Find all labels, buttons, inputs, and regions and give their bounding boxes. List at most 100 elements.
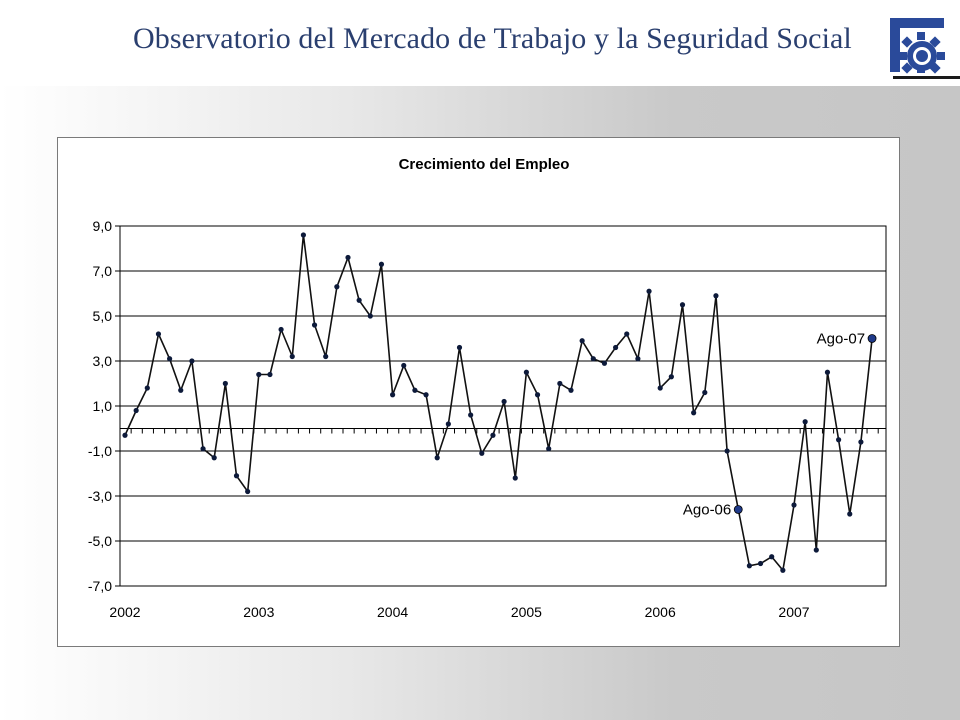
data-point — [211, 455, 217, 461]
data-point — [401, 362, 407, 369]
x-tick-label: 2003 — [243, 604, 274, 620]
gear-logo-icon — [890, 18, 945, 74]
axes — [115, 225, 887, 587]
data-point — [557, 380, 563, 387]
data-point — [668, 374, 674, 380]
data-point — [311, 322, 318, 328]
data-point — [323, 353, 329, 360]
data-point — [189, 358, 195, 364]
chart-title: Crecimiento del Empleo — [399, 156, 570, 173]
page-title: Observatorio del Mercado de Trabajo y la… — [133, 22, 852, 55]
data-point — [367, 313, 373, 319]
highlighted-point — [733, 505, 743, 514]
data-point — [278, 326, 284, 333]
data-point — [378, 261, 385, 267]
data-point — [490, 432, 496, 438]
data-point — [847, 511, 853, 517]
data-point — [155, 331, 162, 337]
data-point — [579, 338, 585, 344]
data-point — [200, 446, 206, 452]
data-point — [613, 344, 619, 351]
point-annotation: Ago-06 — [683, 502, 731, 519]
data-point — [802, 419, 808, 425]
data-point — [133, 407, 139, 414]
data-point — [813, 547, 819, 553]
data-point — [412, 387, 418, 393]
x-tick-label: 2005 — [511, 604, 542, 620]
data-point — [713, 293, 719, 299]
data-point — [590, 356, 596, 362]
employment-growth-chart: Crecimiento del Empleo 9,0 7,0 5,0 3,0 1,0 -1… — [88, 156, 887, 620]
data-point — [178, 387, 184, 393]
header-divider — [893, 76, 960, 79]
data-point — [657, 385, 663, 391]
data-point — [702, 389, 708, 396]
series-line-path — [124, 234, 873, 573]
data-point — [468, 412, 474, 418]
y-tick-label: 5,0 — [93, 308, 113, 324]
data-point — [456, 344, 463, 351]
data-point — [233, 473, 240, 479]
data-point — [780, 567, 786, 573]
y-tick-label: -7,0 — [88, 578, 112, 594]
data-point — [646, 288, 652, 294]
data-point — [757, 560, 764, 567]
data-point — [791, 502, 797, 508]
data-point — [289, 353, 295, 360]
chart-panel: Crecimiento del Empleo 9,0 7,0 5,0 3,0 1,0 -1… — [57, 137, 900, 647]
point-annotation: Ago-07 — [817, 331, 865, 348]
data-point — [858, 439, 864, 445]
data-point — [445, 421, 451, 427]
plot-area-border — [119, 225, 887, 587]
data-point — [523, 369, 529, 375]
y-tick-label: -3,0 — [88, 488, 112, 504]
y-tick-label: -5,0 — [88, 533, 112, 549]
data-point — [345, 254, 351, 261]
data-point — [624, 331, 630, 337]
y-tick-label: 7,0 — [93, 263, 113, 279]
y-tick-label: -1,0 — [88, 443, 112, 459]
data-point — [222, 380, 228, 387]
header-bar: Observatorio del Mercado de Trabajo y la… — [0, 0, 960, 86]
data-point — [546, 446, 552, 452]
data-point — [390, 392, 396, 398]
y-tick-label: 9,0 — [93, 218, 113, 234]
y-tick-labels: 9,0 7,0 5,0 3,0 1,0 -1,0 -3,0 -5,0 -7,0 — [88, 218, 112, 594]
data-point — [167, 356, 173, 362]
data-point — [501, 398, 507, 405]
data-point — [635, 356, 641, 362]
series-line — [124, 234, 873, 573]
data-point — [356, 297, 362, 303]
data-points — [122, 232, 875, 573]
highlighted-point — [867, 334, 877, 343]
data-point — [245, 488, 251, 495]
data-point — [479, 450, 485, 456]
data-point — [601, 360, 608, 366]
data-point — [334, 284, 340, 290]
data-point — [691, 410, 697, 416]
y-tick-label: 3,0 — [93, 353, 113, 369]
data-point — [300, 232, 306, 238]
x-tick-label: 2006 — [645, 604, 676, 620]
data-point — [423, 392, 429, 398]
data-point — [568, 387, 574, 393]
data-point — [512, 475, 518, 481]
data-point — [836, 437, 842, 443]
data-point — [267, 371, 273, 378]
data-point — [534, 392, 541, 398]
data-point — [256, 371, 262, 378]
y-tick-label: 1,0 — [93, 398, 113, 414]
annotations: Ago-06 Ago-07 — [683, 331, 877, 519]
x-tick-label: 2004 — [377, 604, 408, 620]
data-point — [679, 302, 686, 308]
x-tick-label: 2002 — [109, 604, 140, 620]
data-point — [144, 385, 150, 391]
data-point — [769, 554, 775, 560]
data-point — [824, 369, 831, 375]
data-point — [724, 448, 730, 454]
data-point — [122, 432, 128, 438]
data-point — [434, 455, 440, 461]
x-tick-label: 2007 — [778, 604, 809, 620]
x-tick-labels: 2002 2003 2004 2005 2006 2007 — [109, 604, 809, 620]
data-point — [746, 563, 753, 569]
